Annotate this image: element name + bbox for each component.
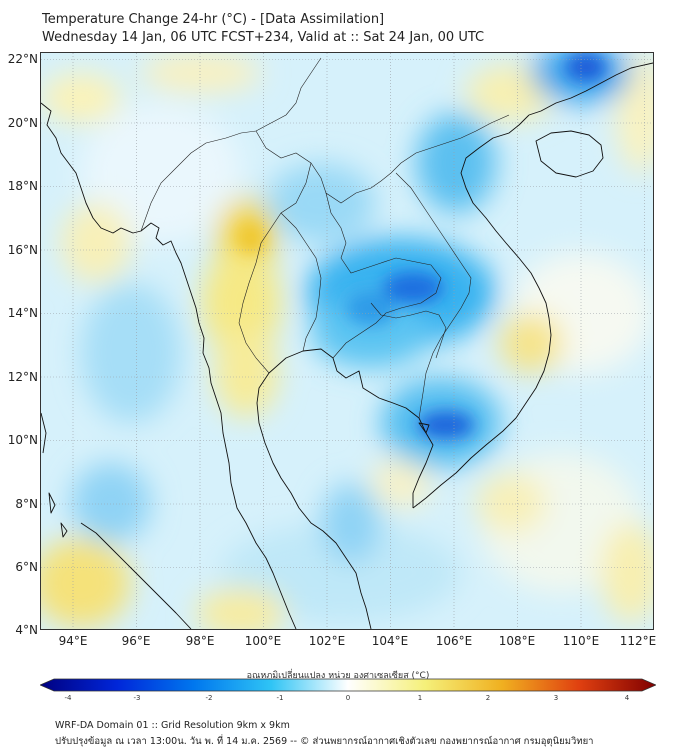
colorbar-tick: 1 xyxy=(417,694,423,702)
lon-label: 112°E xyxy=(619,634,657,648)
lat-label: 16°N xyxy=(7,243,38,257)
colorbar-tick: -4 xyxy=(64,694,72,702)
lat-label: 10°N xyxy=(7,433,38,447)
colorbar-tick: -1 xyxy=(276,694,284,702)
colorbar xyxy=(40,678,656,692)
lon-label: 94°E xyxy=(58,634,88,648)
colorbar-tick: 4 xyxy=(624,694,630,702)
map-subtitle: Wednesday 14 Jan, 06 UTC FCST+234, Valid… xyxy=(42,30,485,45)
model-info: WRF-DA Domain 01 :: Grid Resolution 9km … xyxy=(55,720,290,731)
colorbar-tick: -3 xyxy=(133,694,141,702)
coastlines xyxy=(41,62,653,629)
lon-label: 102°E xyxy=(308,634,346,648)
lat-label: 12°N xyxy=(7,370,38,384)
lat-label: 14°N xyxy=(7,306,38,320)
copyright-info: ปรับปรุงข้อมูล ณ เวลา 13:00น. วัน พ. ที่… xyxy=(55,736,594,747)
lon-label: 108°E xyxy=(498,634,536,648)
temperature-field xyxy=(41,53,653,629)
map-title: Temperature Change 24-hr (°C) - [Data As… xyxy=(42,12,385,27)
colorbar-tick: 3 xyxy=(553,694,559,702)
lat-label: 18°N xyxy=(7,179,38,193)
country-borders xyxy=(140,57,510,419)
temperature-field-core xyxy=(237,53,606,439)
lat-label: 4°N xyxy=(15,623,38,637)
lon-label: 104°E xyxy=(371,634,409,648)
colorbar-tick: 2 xyxy=(485,694,491,702)
lat-label: 20°N xyxy=(7,116,38,130)
colorbar-tick: 0 xyxy=(345,694,351,702)
lon-label: 106°E xyxy=(435,634,473,648)
lat-label: 8°N xyxy=(15,497,38,511)
graticule xyxy=(41,53,653,629)
lat-label: 22°N xyxy=(7,52,38,66)
lon-label: 100°E xyxy=(244,634,282,648)
lon-label: 98°E xyxy=(185,634,215,648)
lon-label: 110°E xyxy=(562,634,600,648)
lon-label: 96°E xyxy=(121,634,151,648)
colorbar-tick: -2 xyxy=(205,694,213,702)
lat-label: 6°N xyxy=(15,560,38,574)
colorbar-title: อุณหภูมิเปลี่ยนแปลง หน่วย องศาเซลเซียส (… xyxy=(246,671,430,681)
temperature-change-map[interactable] xyxy=(40,52,654,630)
